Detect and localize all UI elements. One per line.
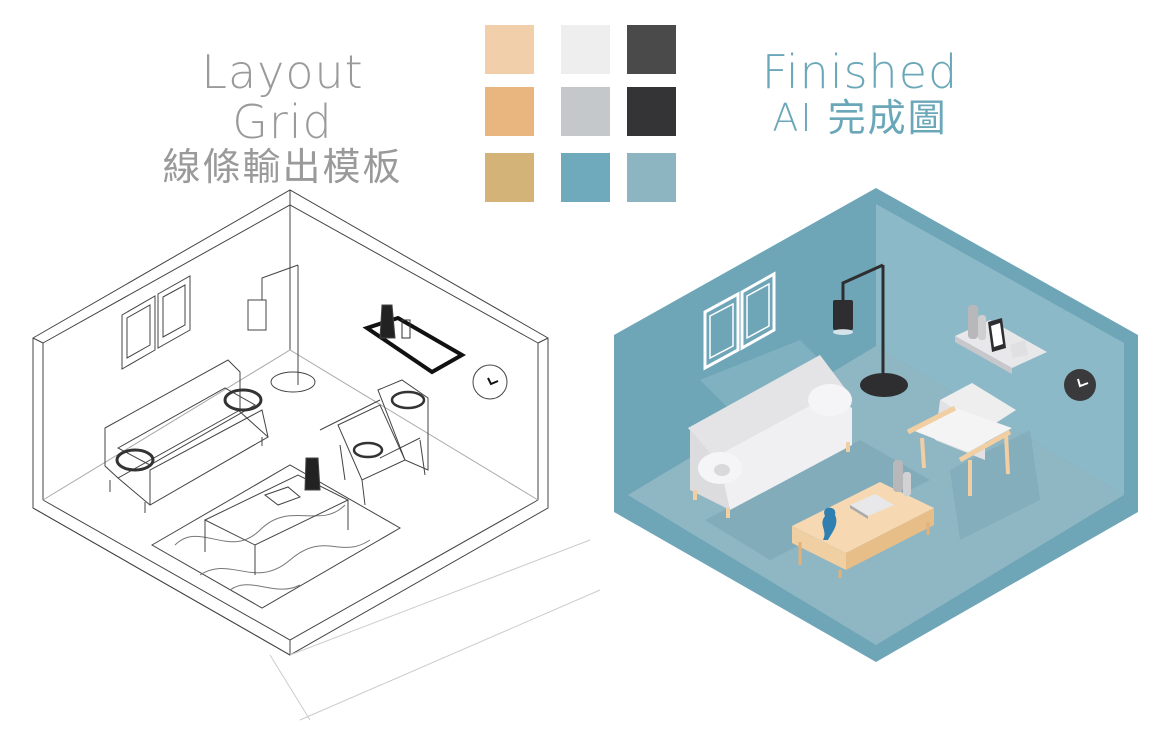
palette-swatch	[627, 87, 676, 136]
palette-swatch	[561, 153, 610, 202]
sofa	[688, 355, 852, 518]
sofa-outline	[104, 359, 269, 513]
rug-outline	[150, 464, 402, 609]
palette-swatch	[561, 87, 610, 136]
armchair	[906, 383, 1016, 496]
floor-lamp	[833, 263, 908, 397]
finished-title-en: Finished	[761, 45, 959, 99]
clock-outline	[472, 364, 508, 400]
finished-title-zh: AI 完成圖	[772, 95, 948, 140]
layout-grid-title: Layout Grid 線條輸出模板	[150, 45, 415, 190]
palette-swatch	[627, 25, 676, 74]
finished-title: Finished AI 完成圖	[740, 45, 980, 140]
back-left-wall	[628, 204, 876, 495]
palette-swatch	[485, 25, 534, 74]
palette-swatch	[627, 153, 676, 202]
wall-shelf-outline	[362, 304, 467, 375]
palette-swatch	[485, 87, 534, 136]
floor-lamp-outline	[247, 264, 316, 393]
coffee-table	[792, 460, 934, 578]
armchair-outline	[319, 379, 429, 506]
palette-swatch	[485, 153, 534, 202]
wall-clock	[1064, 369, 1096, 401]
window-outline	[121, 275, 191, 370]
window	[703, 271, 776, 371]
palette-swatch	[561, 25, 610, 74]
layout-grid-title-zh: 線條輸出模板	[162, 145, 403, 190]
wall-shelf	[955, 305, 1047, 374]
layout-grid-title-en: Layout Grid	[201, 45, 364, 149]
coffee-table-outline	[203, 457, 350, 575]
